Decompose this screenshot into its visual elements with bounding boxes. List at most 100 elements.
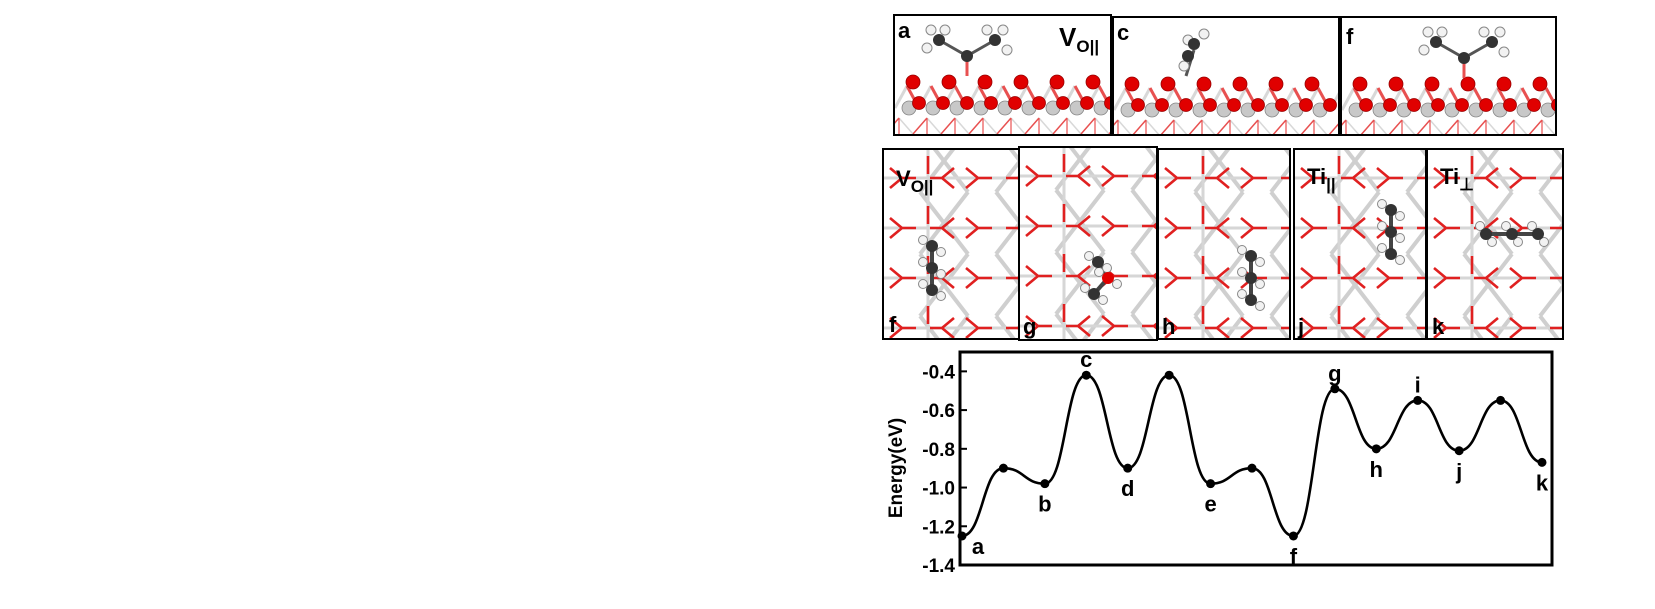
o-bridge <box>1205 317 1230 338</box>
o-bridge <box>1509 167 1536 189</box>
ti-o-bond <box>1359 314 1381 338</box>
o-bridge <box>930 317 955 338</box>
site-label: VO|| <box>896 166 933 196</box>
bond <box>1360 119 1375 134</box>
o-atom <box>1383 98 1397 112</box>
o-bridge <box>1006 226 1018 230</box>
data-point <box>1330 384 1340 394</box>
o-atom <box>1527 98 1541 112</box>
mid-panel-h: h <box>1157 148 1291 340</box>
o-bridge <box>1240 217 1267 239</box>
o-bridge <box>1281 276 1289 280</box>
adsorbate-molecule <box>1237 245 1265 311</box>
point-label: j <box>1455 459 1462 484</box>
o-bridge <box>1300 267 1327 289</box>
site-label-sub: O|| <box>1076 37 1100 56</box>
o-bridge <box>1550 176 1562 180</box>
bond <box>1285 119 1300 134</box>
site-label: Ti⊥ <box>1440 166 1474 194</box>
o-atom <box>1460 76 1476 92</box>
o-bridge <box>889 167 916 189</box>
c-atom <box>989 34 1001 46</box>
bond <box>1244 119 1259 134</box>
o-bridge <box>1142 222 1156 230</box>
ti-o-bond <box>1405 227 1425 256</box>
o-bridge <box>1025 315 1052 337</box>
bond <box>1066 117 1082 134</box>
data-point <box>1454 446 1464 456</box>
c-atom <box>961 50 973 62</box>
bond <box>968 117 984 134</box>
site-label: Ti|| <box>1307 166 1336 194</box>
point-label: d <box>1121 476 1134 501</box>
adsorbate-molecule <box>1377 199 1405 265</box>
o-bridge <box>965 167 992 189</box>
o-bridge <box>1006 276 1018 280</box>
panel-label: j <box>1298 314 1305 339</box>
side-view-structure <box>1342 26 1555 134</box>
bond <box>1188 119 1203 134</box>
o-bridge <box>1376 317 1403 338</box>
ti-o-bond <box>1538 252 1562 286</box>
o-atom <box>1352 76 1368 92</box>
c-atom <box>1385 204 1397 216</box>
o-atom <box>1232 76 1248 92</box>
h-atom <box>1377 199 1387 209</box>
point-label: i <box>1415 372 1421 397</box>
bond <box>895 117 900 124</box>
h-atom <box>1478 26 1490 38</box>
ti-o-bond <box>994 222 1018 256</box>
o-bridge <box>1433 167 1460 189</box>
o-bridge <box>1341 217 1366 239</box>
bond <box>1038 117 1054 134</box>
o-bridge <box>1417 176 1425 180</box>
bond <box>1160 119 1175 134</box>
o-atom <box>1056 96 1070 110</box>
adsorbate-molecule <box>1080 251 1122 305</box>
o-bridge <box>1025 215 1052 237</box>
o-atom <box>1304 76 1320 92</box>
c-atom <box>926 284 938 296</box>
panel-label: g <box>1023 314 1037 339</box>
bond <box>1094 117 1110 134</box>
data-point <box>1537 457 1547 467</box>
o-atom <box>1131 98 1145 112</box>
bond <box>912 117 928 134</box>
h-atom <box>918 235 928 245</box>
point-label: c <box>1080 347 1092 372</box>
c-atom <box>1245 250 1257 262</box>
h-atom <box>921 42 933 54</box>
lattice <box>1295 150 1425 338</box>
bond <box>1257 119 1272 134</box>
o-bridge <box>1474 267 1499 289</box>
h-atom <box>1084 251 1094 261</box>
o-bridge <box>1417 276 1425 280</box>
c-atom <box>1458 52 1470 64</box>
panel-label: a <box>898 18 911 43</box>
y-axis-label: Energy(eV) <box>886 418 907 518</box>
chart-frame <box>958 350 1554 567</box>
o-atom <box>1102 272 1114 284</box>
panel-label: k <box>1432 314 1445 339</box>
o-atom <box>1503 98 1517 112</box>
ti-o-bond <box>1269 165 1289 194</box>
c-atom <box>1245 294 1257 306</box>
mid-panel-k: Ti⊥ k <box>1426 148 1564 340</box>
slab <box>1114 76 1338 134</box>
o-atom <box>1013 74 1029 90</box>
o-bridge <box>1474 317 1499 338</box>
o-atom <box>1179 98 1193 112</box>
site-label-main: V <box>1059 22 1077 52</box>
site-label-main: V <box>896 166 911 191</box>
y-tick-label: -0.6 <box>922 401 955 422</box>
o-bridge <box>1550 226 1562 230</box>
o-bridge <box>1300 167 1327 189</box>
bond <box>1173 119 1188 134</box>
point-label: a <box>972 534 985 559</box>
o-atom <box>1203 98 1217 112</box>
o-bridge <box>1066 165 1091 187</box>
bond <box>1544 87 1555 108</box>
lattice <box>1020 148 1156 339</box>
ti-o-bond <box>1269 190 1289 219</box>
c-atom <box>1088 288 1100 300</box>
